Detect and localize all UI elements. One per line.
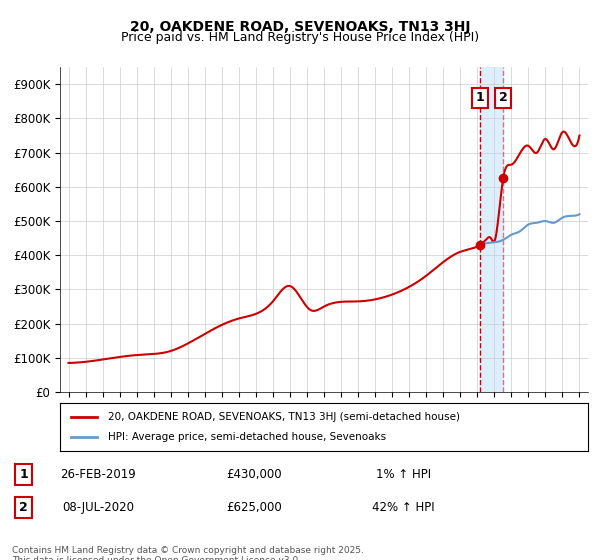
- Text: 1% ↑ HPI: 1% ↑ HPI: [376, 468, 431, 481]
- Text: Contains HM Land Registry data © Crown copyright and database right 2025.
This d: Contains HM Land Registry data © Crown c…: [12, 546, 364, 560]
- Text: 20, OAKDENE ROAD, SEVENOAKS, TN13 3HJ: 20, OAKDENE ROAD, SEVENOAKS, TN13 3HJ: [130, 20, 470, 34]
- Text: 1: 1: [475, 91, 484, 105]
- Text: £625,000: £625,000: [226, 501, 282, 514]
- Text: 08-JUL-2020: 08-JUL-2020: [62, 501, 134, 514]
- Text: HPI: Average price, semi-detached house, Sevenoaks: HPI: Average price, semi-detached house,…: [107, 432, 386, 442]
- Text: Price paid vs. HM Land Registry's House Price Index (HPI): Price paid vs. HM Land Registry's House …: [121, 31, 479, 44]
- Text: £430,000: £430,000: [226, 468, 282, 481]
- Text: 1: 1: [19, 468, 28, 481]
- Text: 2: 2: [19, 501, 28, 514]
- Text: 2: 2: [499, 91, 508, 105]
- Bar: [480, 67, 503, 392]
- Text: 26-FEB-2019: 26-FEB-2019: [61, 468, 136, 481]
- Text: 42% ↑ HPI: 42% ↑ HPI: [373, 501, 435, 514]
- Text: 20, OAKDENE ROAD, SEVENOAKS, TN13 3HJ (semi-detached house): 20, OAKDENE ROAD, SEVENOAKS, TN13 3HJ (s…: [107, 412, 460, 422]
